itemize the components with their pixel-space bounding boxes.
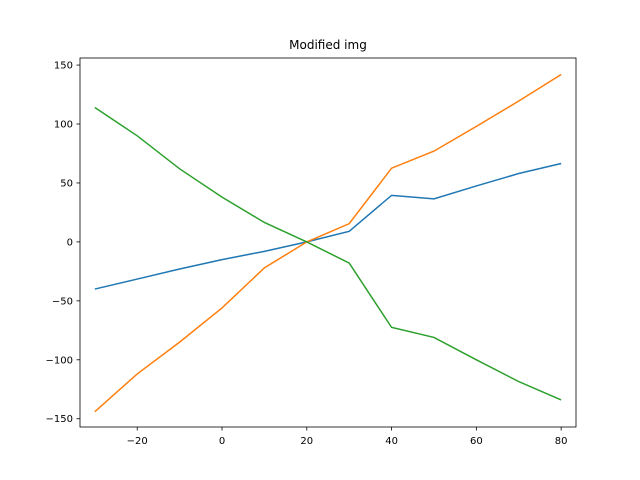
y-tick-label-6: 150 xyxy=(54,61,73,72)
x-tick-label-0: −20 xyxy=(127,436,148,447)
x-tick-label-1: 0 xyxy=(219,436,225,447)
series-line-2 xyxy=(94,73,562,413)
y-tick-label-2: −50 xyxy=(52,296,73,307)
x-tick-label-2: 20 xyxy=(300,436,313,447)
y-tick-label-1: −100 xyxy=(46,355,73,366)
x-tick-label-5: 80 xyxy=(555,436,568,447)
plot-frame xyxy=(79,57,577,428)
x-tick-label-4: 60 xyxy=(470,436,483,447)
y-tick-label-0: −150 xyxy=(46,414,73,425)
y-tick-label-3: 0 xyxy=(67,237,73,248)
series-layer xyxy=(94,73,562,413)
series-line-3 xyxy=(94,106,562,401)
chart-title: Modified img xyxy=(289,38,367,52)
axes-layer: −20 0 20 40 60 80 −150 −100 −50 0 50 100 150 xyxy=(46,61,568,447)
x-tick-label-3: 40 xyxy=(385,436,398,447)
series-line-1 xyxy=(94,162,562,290)
y-tick-label-5: 100 xyxy=(54,120,73,131)
y-tick-label-4: 50 xyxy=(60,178,73,189)
